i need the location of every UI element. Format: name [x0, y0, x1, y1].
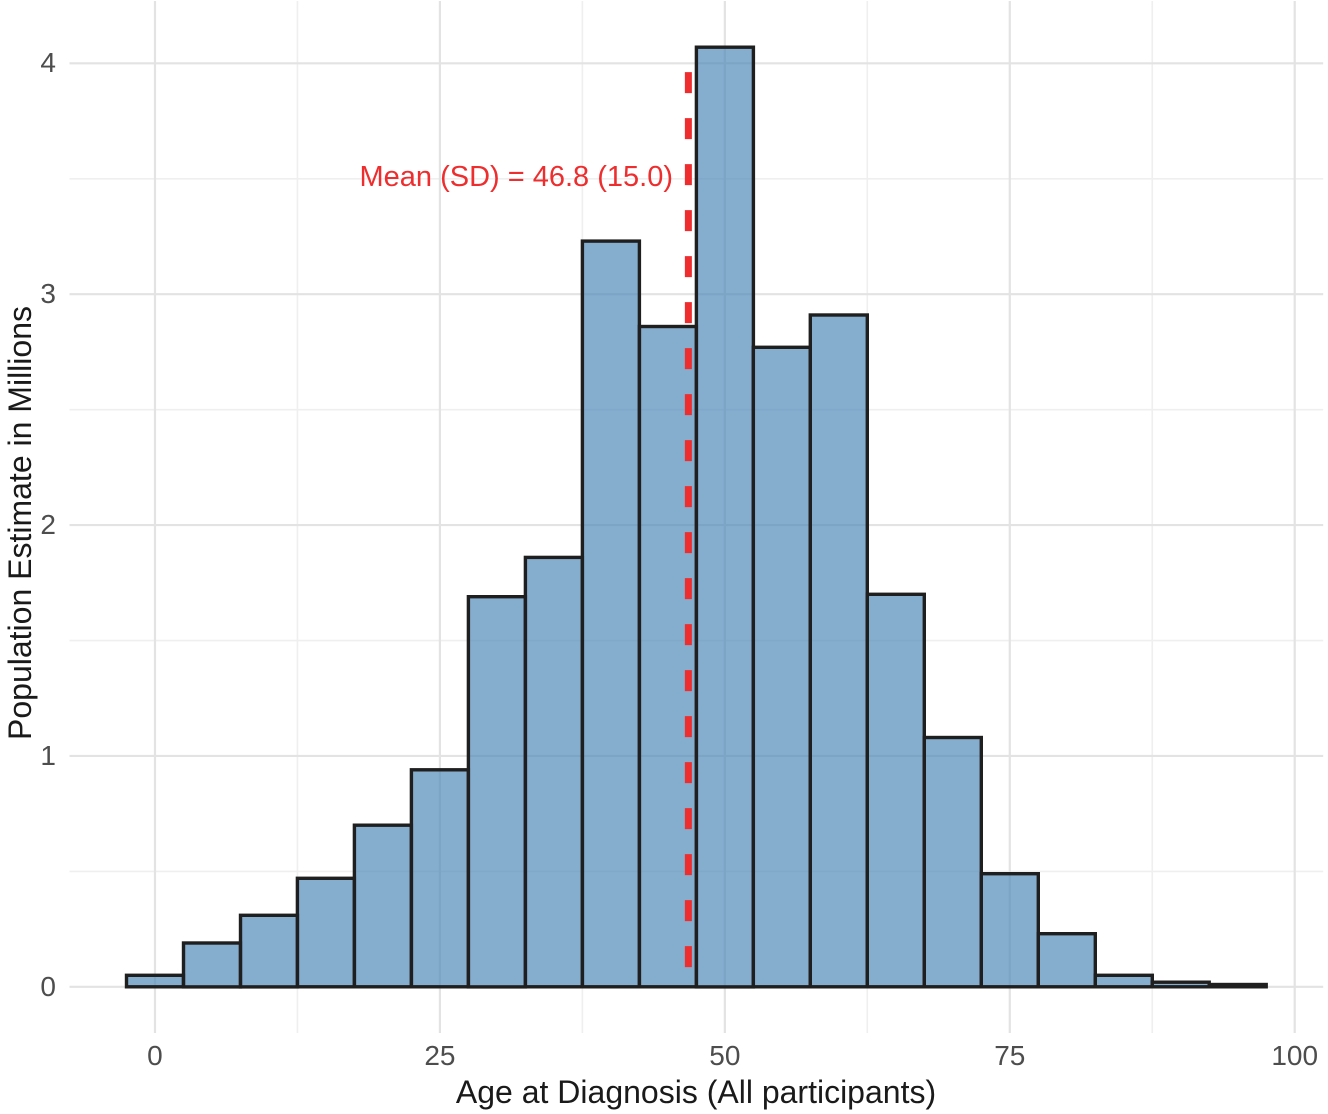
x-tick-label-0: 0 [147, 1040, 163, 1071]
histogram-bar-age-45 [637, 324, 699, 989]
y-tick-label-2: 2 [40, 509, 56, 541]
histogram-bar-age-85 [1093, 973, 1155, 989]
histogram-bar-age-50 [694, 45, 756, 989]
histogram-bars [124, 45, 1268, 989]
y-tick-label-3: 3 [40, 278, 56, 310]
mean-annotation: Mean (SD) = 46.8 (15.0) [359, 161, 673, 193]
histogram-bar-age-20 [352, 823, 414, 989]
x-tick-label-50: 50 [709, 1040, 741, 1071]
histogram-bar-age-35 [523, 555, 585, 989]
histogram-bar-age-90 [1150, 980, 1211, 989]
y-tick-label-4: 4 [40, 47, 56, 79]
histogram-bar-age-65 [865, 592, 926, 989]
histogram-bar-age-5 [181, 941, 243, 989]
x-tick-label-25: 25 [424, 1040, 456, 1071]
histogram-bar-age-80 [1036, 932, 1098, 989]
histogram-bar-age-30 [466, 595, 528, 989]
histogram-bar-age-55 [751, 345, 812, 989]
histogram-bar-age-0 [124, 973, 186, 989]
histogram-bar-age-70 [922, 735, 983, 989]
histogram-bar-age-10 [238, 913, 300, 989]
histogram-bar-age-75 [979, 872, 1040, 989]
y-tick-label-1: 1 [40, 739, 56, 771]
x-axis-title: Age at Diagnosis (All participants) [455, 1074, 937, 1110]
x-tick-label-75: 75 [994, 1040, 1026, 1071]
histogram-bar-age-25 [409, 768, 471, 989]
histogram-bar-age-95 [1207, 982, 1268, 989]
x-tick-label-100: 100 [1271, 1040, 1319, 1071]
histogram-bar-age-40 [580, 239, 642, 989]
histogram-bar-age-60 [808, 313, 869, 989]
histogram-bar-age-15 [295, 876, 357, 989]
y-tick-label-0: 0 [40, 970, 56, 1002]
